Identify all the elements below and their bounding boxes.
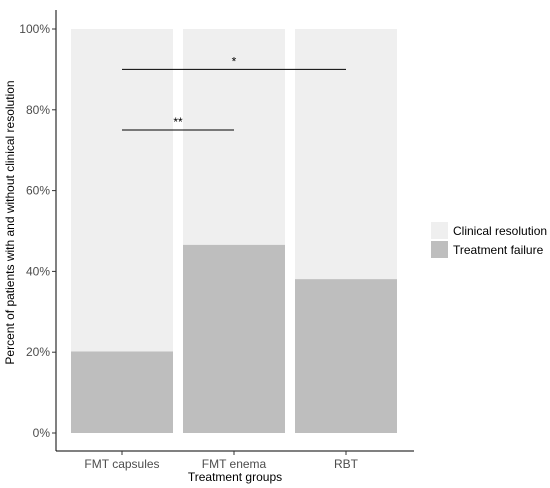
bar-fmt-enema-clinical-resolution xyxy=(183,29,285,245)
x-tick-label: FMT capsules xyxy=(84,457,159,471)
x-tick-label: RBT xyxy=(334,457,359,471)
y-tick-label: 0% xyxy=(33,426,51,440)
legend-key-treatment-failure xyxy=(431,241,448,258)
bar-fmt-capsules-clinical-resolution xyxy=(71,29,173,352)
bar-fmt-enema-treatment-failure xyxy=(183,244,285,433)
x-axis-title: Treatment groups xyxy=(188,470,282,484)
y-axis-title: Percent of patients with and without cli… xyxy=(3,80,17,364)
bar-rbt-treatment-failure xyxy=(295,279,397,433)
x-tick-label: FMT enema xyxy=(202,457,267,471)
y-tick-label: 80% xyxy=(26,103,50,117)
legend: Clinical resolution Treatment failure xyxy=(431,222,547,258)
significance-label-2: ** xyxy=(173,115,183,129)
bar-rbt-clinical-resolution xyxy=(295,29,397,280)
legend-label-treatment-failure: Treatment failure xyxy=(453,243,544,257)
legend-label-clinical-resolution: Clinical resolution xyxy=(453,224,547,238)
y-tick-label: 60% xyxy=(26,184,50,198)
legend-key-clinical-resolution xyxy=(431,222,448,239)
significance-label-1: * xyxy=(232,54,237,68)
axes-layer: 0% 20% 40% 60% 80% 100% FMT capsules FMT enema R… xyxy=(19,10,414,471)
y-tick-label: 20% xyxy=(26,345,50,359)
significance-annotations: *** xyxy=(122,54,346,131)
y-tick-label: 40% xyxy=(26,264,50,278)
bar-fmt-capsules-treatment-failure xyxy=(71,351,173,433)
bars-layer xyxy=(71,29,397,433)
y-tick-label: 100% xyxy=(19,22,50,36)
